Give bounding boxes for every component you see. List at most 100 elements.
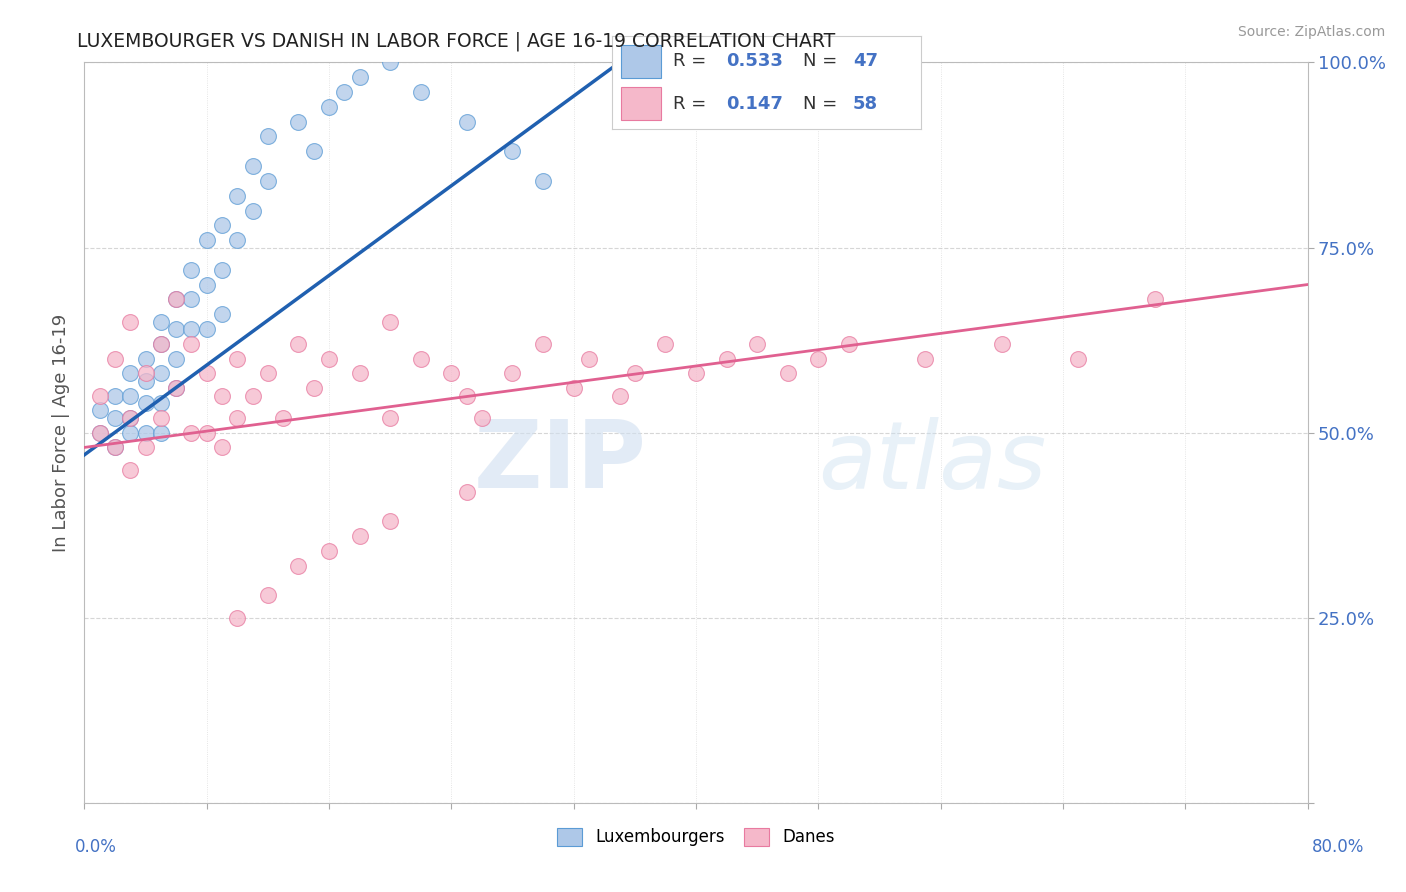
Point [776, 367, 799, 381]
Point [318, 351, 340, 366]
Point [578, 351, 600, 366]
Point [531, 174, 554, 188]
Point [380, 515, 402, 529]
Point [104, 441, 127, 455]
Point [226, 188, 249, 202]
Point [104, 410, 127, 425]
Legend: Luxembourgers, Danes: Luxembourgers, Danes [557, 828, 835, 847]
Point [257, 174, 280, 188]
Text: Source: ZipAtlas.com: Source: ZipAtlas.com [1237, 25, 1385, 39]
Point [1143, 293, 1166, 307]
Point [211, 219, 233, 233]
Point [562, 381, 585, 395]
Point [195, 322, 218, 336]
Point [349, 367, 371, 381]
Point [226, 410, 249, 425]
Bar [621, 87, 661, 120]
Point [409, 85, 432, 99]
Text: atlas: atlas [818, 417, 1046, 508]
Point [149, 425, 172, 440]
Point [242, 203, 264, 218]
Text: N =: N = [803, 95, 844, 113]
Point [624, 367, 647, 381]
Point [318, 100, 340, 114]
Point [333, 85, 356, 99]
Point [165, 322, 187, 336]
Point [120, 425, 142, 440]
Point [380, 314, 402, 328]
Text: R =: R = [673, 53, 713, 70]
Point [180, 336, 202, 351]
Point [104, 351, 127, 366]
Point [135, 367, 157, 381]
Point [89, 388, 111, 402]
Point [135, 396, 157, 410]
Point [120, 462, 142, 476]
Point [89, 425, 111, 440]
Point [287, 114, 309, 128]
Point [380, 55, 402, 70]
Point [180, 425, 202, 440]
Point [349, 70, 371, 85]
Point [716, 351, 738, 366]
Point [349, 529, 371, 543]
Point [135, 374, 157, 388]
Point [609, 388, 631, 402]
Point [211, 388, 233, 402]
Point [120, 410, 142, 425]
Text: N =: N = [803, 53, 844, 70]
Point [180, 322, 202, 336]
Point [531, 336, 554, 351]
Point [287, 336, 309, 351]
Point [195, 367, 218, 381]
Point [747, 336, 769, 351]
Point [287, 558, 309, 573]
Point [149, 410, 172, 425]
Text: LUXEMBOURGER VS DANISH IN LABOR FORCE | AGE 16-19 CORRELATION CHART: LUXEMBOURGER VS DANISH IN LABOR FORCE | … [77, 31, 835, 51]
Text: 0.533: 0.533 [725, 53, 783, 70]
Point [165, 293, 187, 307]
Point [89, 425, 111, 440]
Text: 0.0%: 0.0% [75, 838, 117, 855]
Point [149, 336, 172, 351]
Point [149, 336, 172, 351]
Point [914, 351, 936, 366]
Point [257, 589, 280, 603]
Text: R =: R = [673, 95, 713, 113]
Point [120, 367, 142, 381]
Point [242, 388, 264, 402]
Point [456, 484, 478, 499]
Point [195, 277, 218, 292]
Point [195, 233, 218, 247]
Point [991, 336, 1014, 351]
Point [380, 410, 402, 425]
Point [120, 388, 142, 402]
Point [104, 441, 127, 455]
Point [302, 381, 325, 395]
Text: 80.0%: 80.0% [1312, 838, 1365, 855]
Point [271, 410, 294, 425]
Text: 58: 58 [853, 95, 877, 113]
Point [165, 351, 187, 366]
Point [502, 145, 524, 159]
Y-axis label: In Labor Force | Age 16-19: In Labor Force | Age 16-19 [52, 313, 70, 552]
Point [226, 233, 249, 247]
Point [120, 314, 142, 328]
Point [807, 351, 830, 366]
Point [226, 610, 249, 624]
Point [456, 388, 478, 402]
Point [409, 351, 432, 366]
Point [838, 336, 860, 351]
Point [456, 114, 478, 128]
Point [135, 441, 157, 455]
Point [685, 367, 707, 381]
Point [1067, 351, 1090, 366]
Point [120, 410, 142, 425]
Point [302, 145, 325, 159]
Point [104, 388, 127, 402]
Point [180, 293, 202, 307]
Point [89, 403, 111, 417]
Point [242, 159, 264, 173]
Text: 0.147: 0.147 [725, 95, 783, 113]
Text: 47: 47 [853, 53, 877, 70]
